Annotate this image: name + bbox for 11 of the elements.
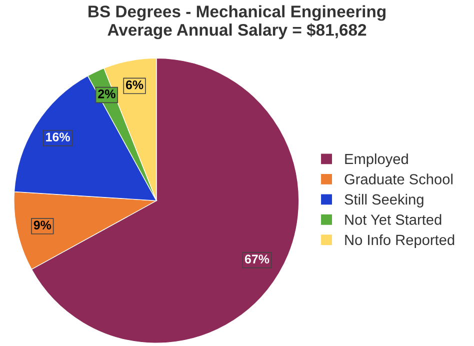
legend-label: No Info Reported — [345, 234, 454, 248]
legend-label: Not Yet Started — [345, 214, 442, 225]
chart-title: BS Degrees - Mechanical Engineering Average Annual Salary = $81,682 — [88, 5, 386, 40]
data-label: 2% — [98, 89, 116, 98]
legend-label: Graduate School — [344, 174, 452, 184]
data-label: 16% — [46, 132, 70, 142]
data-label: 6% — [126, 80, 144, 90]
data-label: 67% — [244, 254, 270, 264]
legend-label: Employed — [345, 153, 408, 168]
legend-label: Still Seeking — [344, 194, 424, 208]
data-label: 9% — [34, 220, 52, 230]
